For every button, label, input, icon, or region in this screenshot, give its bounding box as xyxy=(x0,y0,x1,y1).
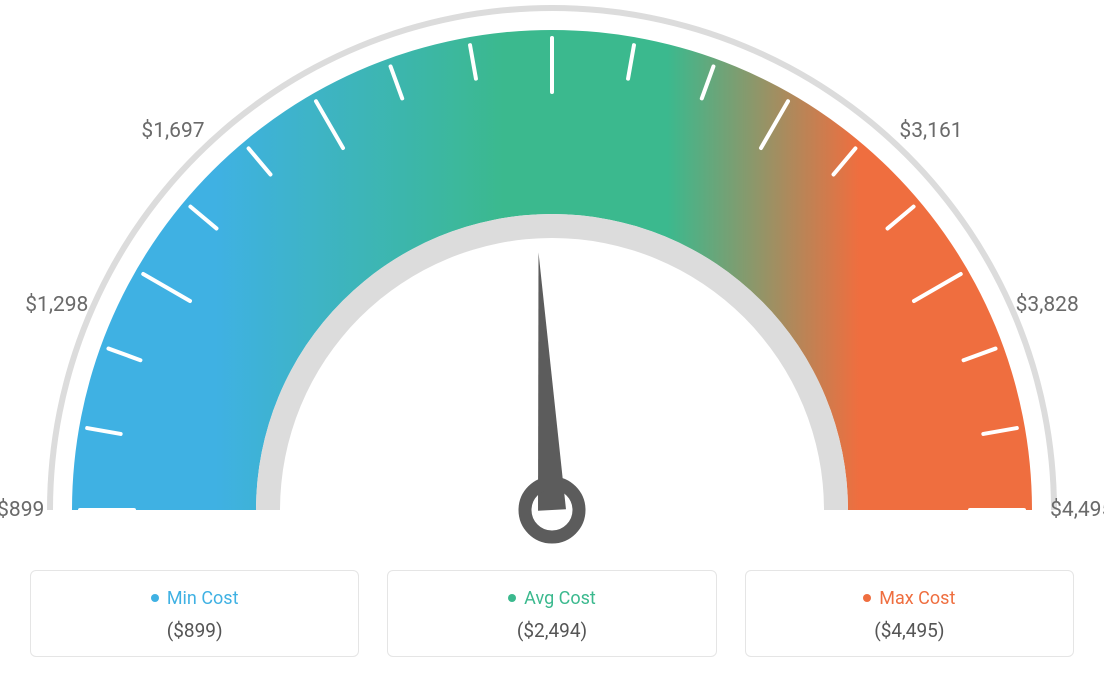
legend-title-text: Min Cost xyxy=(167,588,239,609)
legend-value-min: ($899) xyxy=(41,619,348,642)
gauge-tick-label: $1,697 xyxy=(141,119,204,143)
legend-row: Min Cost ($899) Avg Cost ($2,494) Max Co… xyxy=(0,570,1104,657)
legend-value-max: ($4,495) xyxy=(756,619,1063,642)
gauge-svg xyxy=(0,0,1104,560)
gauge-tick-label: $4,495 xyxy=(1050,498,1104,522)
legend-title-text: Avg Cost xyxy=(524,588,596,609)
gauge-tick-label: $899 xyxy=(0,498,44,522)
dot-icon xyxy=(863,594,871,602)
legend-value-avg: ($2,494) xyxy=(398,619,705,642)
legend-title-max: Max Cost xyxy=(863,588,955,609)
cost-gauge-chart: $899$1,298$1,697$2,494$3,161$3,828$4,495 xyxy=(0,0,1104,560)
gauge-tick-label: $1,298 xyxy=(25,293,88,317)
legend-title-avg: Avg Cost xyxy=(508,588,596,609)
dot-icon xyxy=(508,594,516,602)
legend-title-min: Min Cost xyxy=(151,588,239,609)
gauge-tick-label: $3,828 xyxy=(1016,293,1079,317)
legend-card-avg: Avg Cost ($2,494) xyxy=(387,570,716,657)
legend-title-text: Max Cost xyxy=(879,588,955,609)
legend-card-max: Max Cost ($4,495) xyxy=(745,570,1074,657)
dot-icon xyxy=(151,594,159,602)
gauge-tick-label: $3,161 xyxy=(899,119,962,143)
legend-card-min: Min Cost ($899) xyxy=(30,570,359,657)
